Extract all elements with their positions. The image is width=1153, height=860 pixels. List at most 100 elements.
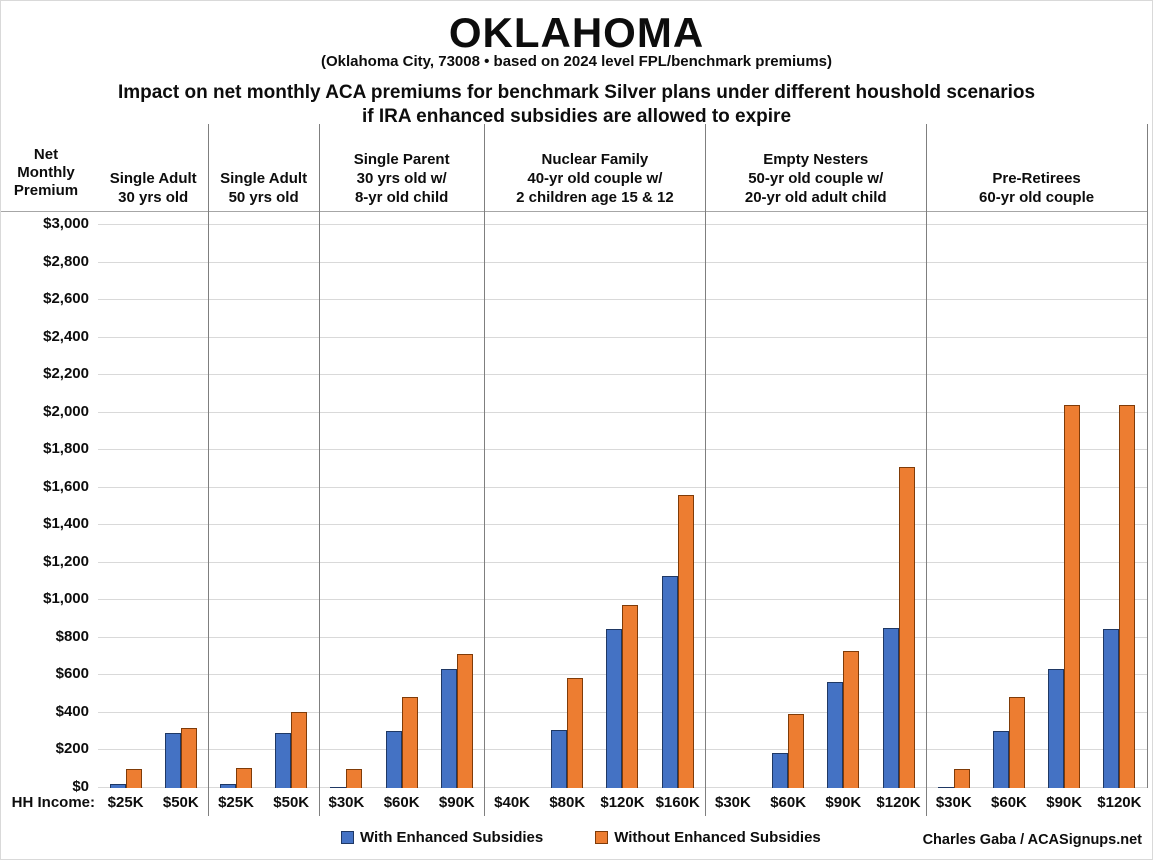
y-axis-tick-label: $2,000	[43, 403, 89, 420]
bar-without-enhanced-subsidies	[291, 712, 308, 788]
category-slot	[816, 211, 871, 788]
income-tick-label: $25K	[107, 794, 144, 811]
bar-with-enhanced-subsidies	[275, 733, 292, 788]
y-axis-tick-label: $1,200	[43, 553, 89, 570]
gridline	[98, 487, 1147, 488]
gridline	[98, 562, 1147, 563]
y-axis-tick-label: $600	[55, 665, 89, 682]
category-slot	[429, 211, 484, 788]
bar-without-enhanced-subsidies	[677, 495, 694, 788]
income-tick-label: $120K	[876, 794, 921, 811]
bar-group: $30K $60K $90K	[319, 211, 485, 816]
category-slot	[761, 211, 816, 788]
group-separator	[319, 124, 320, 816]
bar-with-enhanced-subsidies	[440, 669, 457, 788]
bar-with-enhanced-subsidies	[606, 629, 623, 788]
bar-without-enhanced-subsidies	[401, 697, 418, 788]
group-separator	[484, 124, 485, 816]
bar-with-enhanced-subsidies	[992, 731, 1009, 788]
income-tick-label: $60K	[770, 794, 807, 811]
category-slot	[981, 211, 1036, 788]
legend-label: Without Enhanced Subsidies	[614, 829, 821, 846]
chart-heading: Impact on net monthly ACA premiums for b…	[1, 81, 1152, 129]
bar-without-enhanced-subsidies	[1119, 405, 1136, 788]
group-header: Pre-Retirees 60-yr old couple	[979, 170, 1095, 206]
bar-without-enhanced-subsidies	[843, 651, 860, 788]
y-axis-tick-label: $2,600	[43, 290, 89, 307]
bar-with-enhanced-subsidies	[1048, 669, 1065, 788]
y-axis-tick-label: $1,600	[43, 478, 89, 495]
income-tick-label: $30K	[935, 794, 972, 811]
gridline	[98, 524, 1147, 525]
income-tick-label: $80K	[549, 794, 586, 811]
category-slot	[319, 211, 374, 788]
y-axis-tick-label: $2,800	[43, 253, 89, 270]
category-slot	[208, 211, 263, 788]
y-axis-tick-label: $1,000	[43, 590, 89, 607]
gridline	[98, 224, 1147, 225]
bar-without-enhanced-subsidies	[1064, 405, 1081, 788]
bar-with-enhanced-subsidies	[772, 753, 789, 788]
bar-group: $30K $60K $90K $120K	[926, 211, 1147, 816]
y-axis-tick-label: $1,400	[43, 515, 89, 532]
bar-without-enhanced-subsidies	[236, 768, 252, 788]
plot-top-border	[1, 211, 1147, 212]
y-axis-tick-label: $3,000	[43, 215, 89, 232]
page-title: OKLAHOMA	[448, 9, 705, 56]
bar-with-enhanced-subsidies	[385, 731, 402, 788]
bar-group: $25K $50K	[208, 211, 318, 816]
y-axis-tick-label: $400	[55, 703, 89, 720]
category-slot	[484, 211, 539, 788]
gridline	[98, 449, 1147, 450]
income-tick-label: $50K	[273, 794, 310, 811]
bar-without-enhanced-subsidies	[125, 769, 142, 788]
chart-heading-line1: Impact on net monthly ACA premiums for b…	[117, 82, 1036, 103]
bar-with-enhanced-subsidies	[551, 730, 568, 788]
income-tick-label: $60K	[383, 794, 420, 811]
bar-with-enhanced-subsidies	[109, 784, 126, 788]
chart-heading-line2: if IRA enhanced subsidies are allowed to…	[361, 106, 792, 127]
category-slot	[1092, 211, 1147, 788]
bar-with-enhanced-subsidies	[164, 733, 181, 788]
category-slot	[595, 211, 650, 788]
bar-without-enhanced-subsidies	[622, 605, 639, 788]
income-tick-label: $160K	[655, 794, 700, 811]
bar-with-enhanced-subsidies	[1103, 629, 1120, 788]
credit-text: Charles Gaba / ACASignups.net	[922, 832, 1142, 848]
bar-group: $40K $80K $120K $160K	[484, 211, 705, 816]
y-axis-tick-label: $2,400	[43, 328, 89, 345]
income-tick-label: $25K	[218, 794, 254, 811]
income-tick-label: $30K	[714, 794, 751, 811]
gridline	[98, 262, 1147, 263]
legend-label: With Enhanced Subsidies	[360, 829, 544, 846]
category-slot	[264, 211, 319, 788]
bar-without-enhanced-subsidies	[953, 769, 970, 788]
income-tick-label: $120K	[600, 794, 645, 811]
income-tick-label: $90K	[438, 794, 475, 811]
plot-right-border	[1147, 124, 1148, 788]
y-axis-tick-label: $1,800	[43, 440, 89, 457]
bar-group: $25K $50K	[98, 211, 208, 816]
group-separator	[208, 124, 209, 816]
category-slot	[1037, 211, 1092, 788]
gridline	[98, 412, 1147, 413]
y-axis-tick-label: $2,200	[43, 365, 89, 382]
y-axis-tick-label: $0	[72, 778, 89, 795]
legend-swatch-orange-icon	[595, 831, 609, 844]
chart-area: Net Monthly Premium $0 $200 $400 $600 $800 $1…	[1, 124, 1152, 816]
gridline	[98, 337, 1147, 338]
group-header: Single Parent 30 yrs old w/8-yr old child	[353, 151, 450, 206]
income-tick-label: $50K	[162, 794, 199, 811]
group-separator	[926, 124, 927, 816]
x-axis-prefix-label: HH Income:	[11, 794, 95, 811]
group-header: Nuclear Family 40-yr old couple w/2 child…	[516, 151, 674, 206]
bar-without-enhanced-subsidies	[346, 769, 363, 788]
y-axis-title: Net Monthly Premium	[13, 146, 79, 199]
bar-without-enhanced-subsidies	[898, 467, 915, 788]
bar-with-enhanced-subsidies	[220, 784, 236, 788]
bar-without-enhanced-subsidies	[567, 678, 584, 788]
bar-with-enhanced-subsidies	[330, 787, 347, 788]
legend-swatch-blue-icon	[341, 831, 354, 844]
bar-without-enhanced-subsidies	[180, 728, 197, 788]
